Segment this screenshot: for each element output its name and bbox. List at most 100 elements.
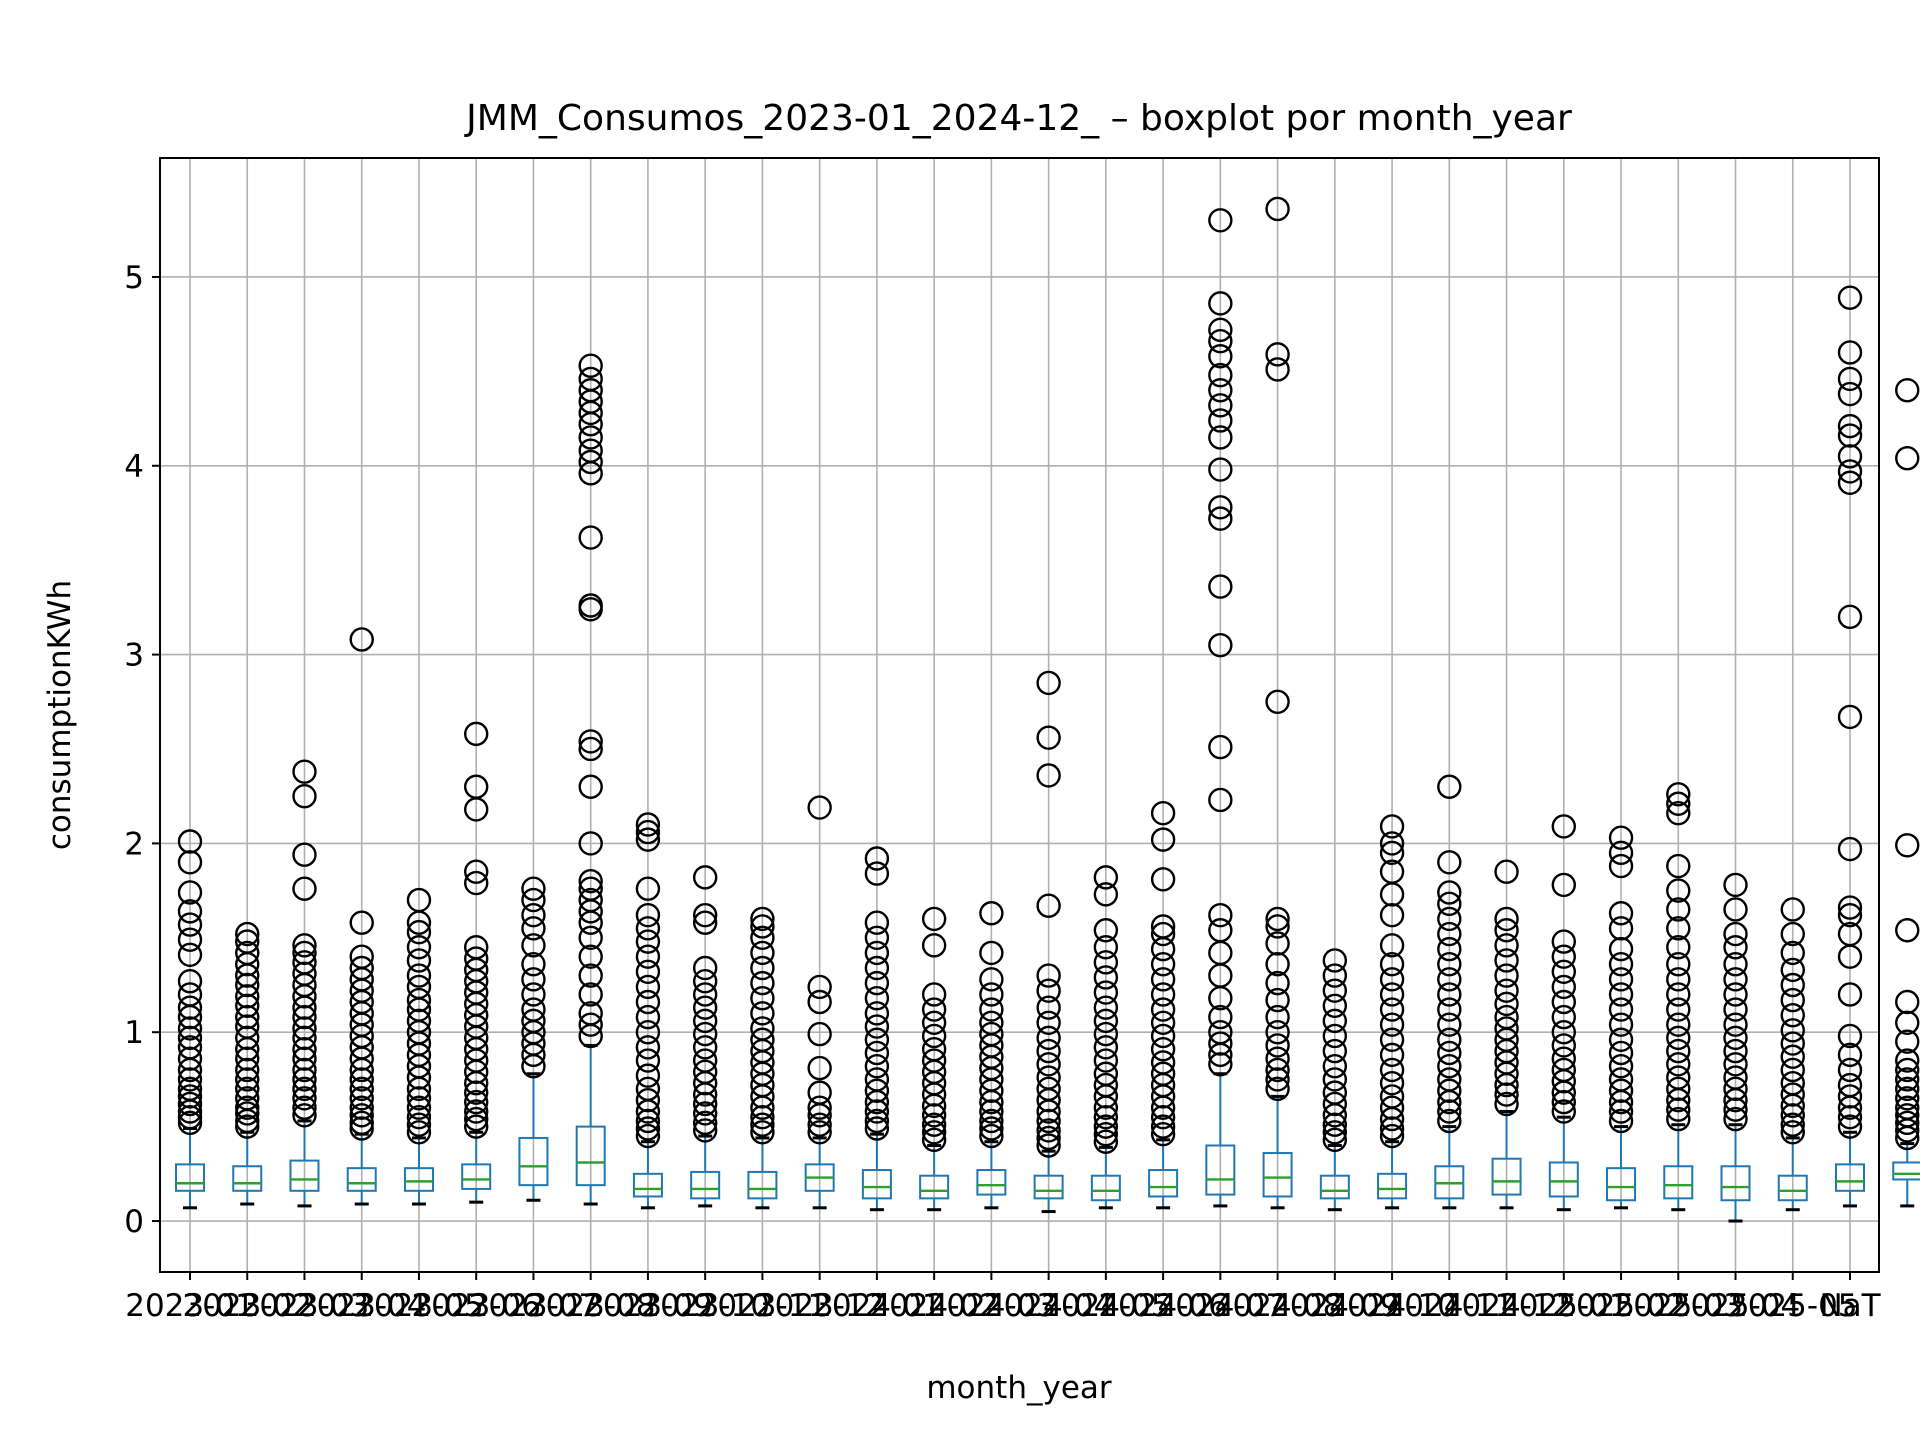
flier-point (1780, 1003, 1805, 1028)
flier-point (692, 1021, 718, 1047)
flier-point (464, 935, 489, 960)
flier-point (692, 1059, 718, 1085)
flier-point (177, 995, 203, 1020)
flier-point (807, 989, 832, 1015)
flier-point (1437, 774, 1462, 799)
flier-point (349, 1095, 374, 1120)
flier-point (521, 916, 546, 941)
flier-point (1494, 859, 1519, 884)
flier-point (349, 910, 374, 935)
flier-point (1150, 921, 1176, 947)
flier-point (1608, 853, 1634, 879)
flier-point (1322, 993, 1348, 1018)
flier-point (521, 982, 546, 1007)
flier-point (1322, 1120, 1348, 1145)
flier-point (1837, 836, 1863, 862)
flier-point (864, 986, 890, 1011)
flier-point (235, 1114, 260, 1139)
flier-point (1322, 978, 1348, 1003)
flier-point (177, 1025, 203, 1051)
flier-point (1666, 1065, 1691, 1090)
box-iqr (1720, 1165, 1751, 1202)
flier-point (979, 1116, 1004, 1141)
box-iqr (632, 1172, 663, 1198)
flier-point (635, 827, 661, 852)
flier-point (349, 1067, 374, 1092)
x-tick-label: 2023-11 (698, 1288, 828, 1324)
flier-point (1837, 459, 1863, 484)
x-tick-label: 2024-02 (869, 1288, 999, 1324)
flier-point (1837, 366, 1863, 392)
flier-point (635, 929, 661, 954)
flier-point (1780, 1057, 1805, 1083)
box-iqr (747, 1170, 778, 1200)
flier-point (1895, 378, 1920, 403)
box-iqr (976, 1169, 1007, 1196)
y-tick-label: 1 (124, 1015, 144, 1051)
flier-point (1379, 1042, 1405, 1068)
flier-point (1036, 1133, 1061, 1158)
x-tick-label: 2023-03 (240, 1288, 370, 1324)
flier-point (578, 774, 603, 799)
x-tick-label: 2023-02 (182, 1288, 312, 1324)
flier-point (235, 1101, 260, 1126)
flier-point (406, 987, 432, 1013)
box-iqr (1548, 1161, 1579, 1198)
grid-layer (160, 158, 1879, 1272)
flier-point (1551, 872, 1576, 898)
flier-point (807, 1095, 832, 1120)
flier-point (1666, 1052, 1691, 1077)
flier-point (1265, 914, 1290, 939)
box-layer (175, 196, 1920, 1223)
flier-point (406, 1008, 432, 1034)
flier-point (1437, 1027, 1462, 1052)
flier-point (235, 1004, 260, 1030)
flier-point (292, 1036, 317, 1062)
flier-point (235, 1086, 260, 1111)
flier-point (635, 916, 661, 941)
box-group (1663, 782, 1694, 1212)
flier-point (1666, 1025, 1691, 1051)
flier-point (1265, 1057, 1290, 1083)
flier-point (1379, 982, 1405, 1007)
flier-point (1322, 1038, 1348, 1064)
flier-point (1379, 831, 1405, 856)
box-iqr (1377, 1172, 1408, 1200)
flier-point (864, 1053, 890, 1079)
flier-point (1093, 1121, 1119, 1147)
flier-point (235, 1067, 260, 1092)
box-group (1892, 378, 1920, 1208)
flier-point (1608, 1108, 1634, 1134)
flier-point (292, 1067, 317, 1092)
flier-point (406, 963, 432, 988)
flier-point (979, 982, 1004, 1007)
flier-point (635, 944, 661, 969)
flier-point (1036, 1052, 1061, 1077)
flier-point (235, 1095, 260, 1120)
flier-point (1895, 1067, 1920, 1092)
flier-point (635, 812, 661, 837)
flier-point (406, 1095, 432, 1120)
flier-point (177, 1076, 203, 1102)
flier-point (578, 438, 603, 463)
flier-point (979, 901, 1004, 926)
flier-point (635, 1087, 661, 1113)
flier-point (750, 970, 775, 996)
flier-point (1895, 1110, 1920, 1136)
flier-point (1265, 196, 1290, 222)
box-group (1205, 208, 1236, 1208)
flier-point (1666, 952, 1691, 977)
box-group (690, 865, 721, 1208)
flier-point (864, 910, 890, 935)
flier-point (1666, 800, 1691, 826)
flier-point (292, 1046, 317, 1071)
flier-point (292, 1057, 317, 1083)
box-iqr (518, 1136, 549, 1187)
flier-point (921, 933, 947, 958)
flier-point (578, 1012, 603, 1037)
x-tick-label: 2024-12 (1442, 1288, 1572, 1324)
flier-point (464, 1080, 489, 1105)
flier-point (1551, 1033, 1576, 1058)
flier-point (578, 729, 603, 754)
flier-point (921, 997, 947, 1022)
